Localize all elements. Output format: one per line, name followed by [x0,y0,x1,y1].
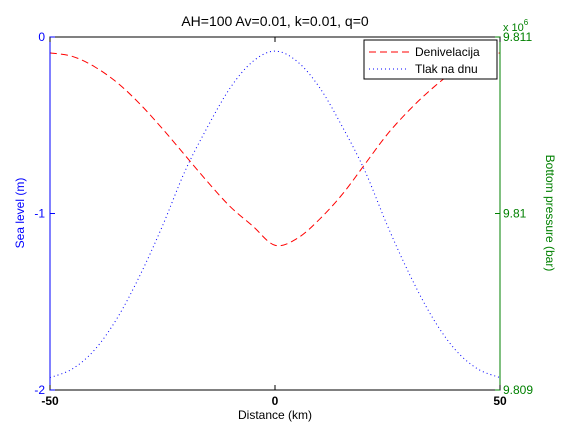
x-tick-label: -50 [41,394,59,408]
series-line-denivelacija [49,52,501,247]
legend: Denivelacija Tlak na dnu [363,39,498,80]
chart-title: AH=100 Av=0.01, k=0.01, q=0 [181,13,369,29]
ticks-layer: -50 0 50 0 -1 -2 9.811 9.81 9.809 [34,30,533,408]
y-left-tick-label: -2 [34,383,45,397]
series-layer [49,50,501,379]
x-tick-label: 50 [493,394,507,408]
y-right-tick-label: 9.809 [503,383,533,397]
x-axis-label: Distance (km) [238,408,312,422]
legend-label-denivelacija: Denivelacija [415,45,480,59]
y-right-tick-label: 9.811 [503,30,532,44]
y-left-tick-label: -1 [34,207,45,221]
y-left-axis-label: Sea level (m) [13,178,27,249]
y-right-multiplier: x 106 [503,18,529,34]
plot-area [50,37,500,390]
x-tick-label: 0 [272,394,279,408]
legend-label-tlak: Tlak na dnu [415,62,478,76]
y-right-axis-label: Bottom pressure (bar) [543,155,557,272]
y-left-tick-label: 0 [38,30,45,44]
y-right-multiplier-base: x 10 [503,22,524,34]
y-right-multiplier-exponent: 6 [524,18,529,27]
legend-box [363,39,498,80]
y-right-tick-label: 9.81 [503,207,527,221]
